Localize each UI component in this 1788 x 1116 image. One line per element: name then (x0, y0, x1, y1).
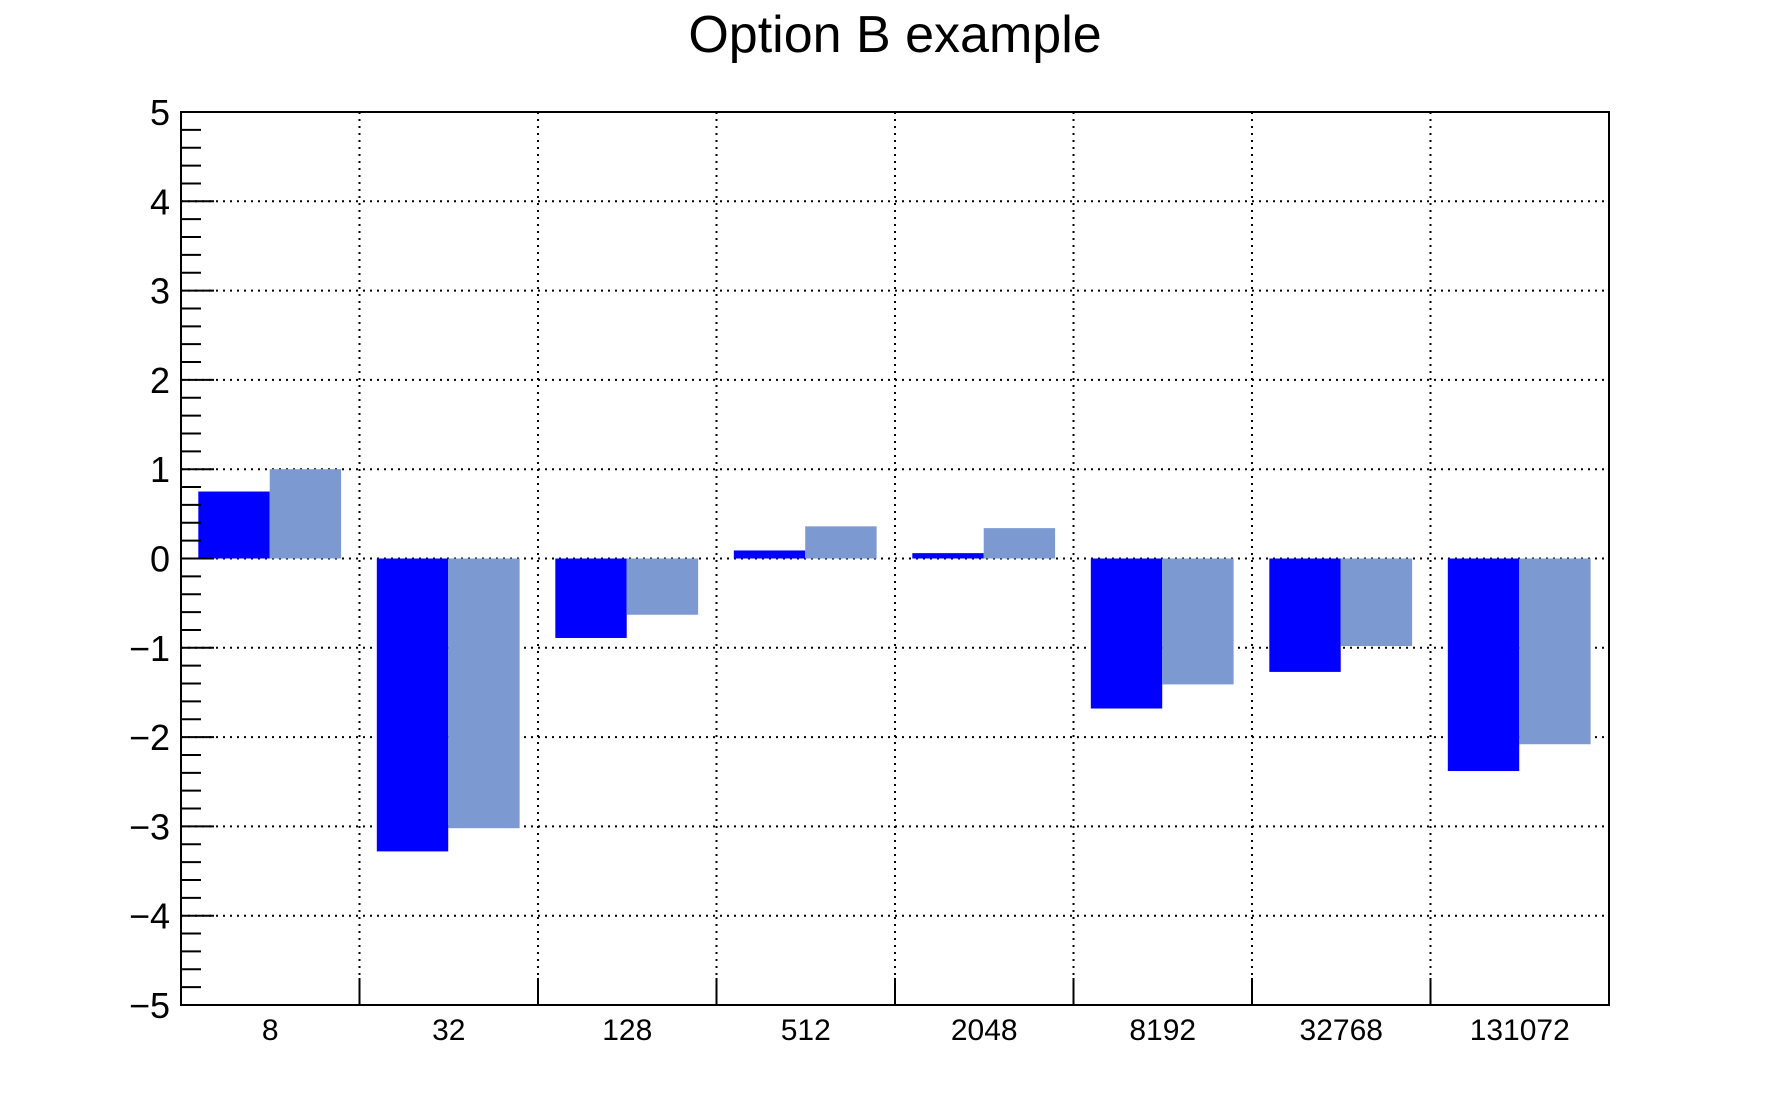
bar-dark-blue-bars-bin5 (1090, 558, 1163, 709)
y-tick-label: 4 (150, 181, 170, 222)
x-tick-label: 32768 (1300, 1014, 1383, 1047)
bar-light-blue-bars-bin2 (626, 558, 699, 615)
bar-dark-blue-bars-bin2 (555, 558, 627, 638)
bar-light-blue-bars-bin7 (1519, 558, 1591, 745)
chart-title: Option B example (688, 6, 1102, 64)
bar-dark-blue-bars-bin1 (376, 558, 449, 852)
bar-dark-blue-bars-bin4 (912, 553, 984, 559)
bar-light-blue-bars-bin6 (1340, 558, 1413, 647)
x-tick-label: 8192 (1129, 1014, 1196, 1047)
bar-light-blue-bars-bin3 (805, 526, 877, 559)
y-tick-label: 5 (150, 92, 170, 133)
bar-light-blue-bars-bin0 (269, 469, 342, 559)
x-tick-label: 512 (781, 1014, 831, 1047)
x-tick-label: 128 (602, 1014, 652, 1047)
y-tick-label: 3 (150, 271, 170, 312)
y-tick-label: −3 (129, 806, 170, 847)
y-tick-label: −1 (129, 628, 170, 669)
x-tick-label: 8 (262, 1014, 279, 1047)
x-tick-label: 131072 (1470, 1014, 1570, 1047)
y-tick-label: −2 (129, 717, 170, 758)
y-tick-label: 1 (150, 449, 170, 490)
y-tick-label: −5 (129, 985, 170, 1026)
x-tick-label: 32 (432, 1014, 465, 1047)
bar-dark-blue-bars-bin6 (1269, 558, 1341, 672)
x-tick-label: 2048 (951, 1014, 1018, 1047)
bar-dark-blue-bars-bin3 (733, 550, 806, 559)
bar-dark-blue-bars-bin7 (1447, 558, 1520, 772)
y-tick-label: 0 (150, 539, 170, 580)
bar-dark-blue-bars-bin0 (198, 491, 270, 559)
y-tick-label: −4 (129, 896, 170, 937)
bar-light-blue-bars-bin5 (1162, 558, 1234, 685)
bar-light-blue-bars-bin4 (983, 528, 1056, 559)
y-tick-label: 2 (150, 360, 170, 401)
bar-light-blue-bars-bin1 (448, 558, 520, 829)
